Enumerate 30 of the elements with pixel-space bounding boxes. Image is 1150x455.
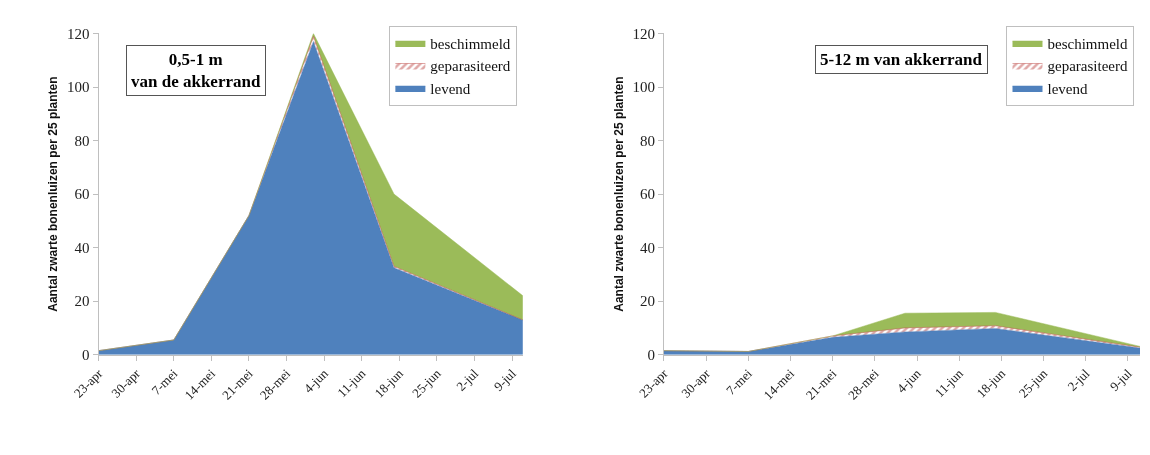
y-tick-label: 0 — [647, 346, 655, 363]
y-tick-label: 0 — [82, 346, 90, 363]
legend-label: levend — [1047, 80, 1088, 97]
x-tick-label: 2-jul — [1064, 365, 1093, 394]
text: 5-12 m van akkerrand — [820, 50, 983, 69]
y-tick-label: 100 — [67, 79, 90, 96]
y-tick-label: 80 — [639, 132, 655, 149]
y-tick-label: 60 — [639, 186, 655, 203]
x-tick-label: 9-jul — [490, 365, 520, 394]
legend-label: geparasiteerd — [1047, 58, 1128, 75]
y-tick-label: 100 — [632, 79, 655, 96]
y-tick-label: 40 — [74, 239, 90, 256]
legend-label: levend — [430, 80, 471, 97]
legend-label: beschimmeld — [1047, 35, 1128, 52]
x-tick-label: 4-jun — [300, 365, 332, 396]
y-tick-label: 80 — [74, 132, 90, 149]
y-tick-label: 20 — [639, 293, 655, 310]
x-tick-label: 9-jul — [1106, 365, 1135, 394]
x-tick-label: 2-jul — [453, 365, 482, 394]
legend-label: beschimmeld — [430, 35, 511, 52]
y-tick-label: 120 — [67, 25, 90, 42]
legend-label: geparasiteerd — [430, 58, 511, 75]
y-tick-label: 120 — [632, 25, 655, 42]
y-tick-label: 60 — [74, 186, 90, 203]
y-axis-title: Aantal zwarte bonenluizen per 25 planten — [611, 76, 626, 312]
text: 0,5-1 m van de akkerrand — [131, 50, 261, 92]
y-tick-label: 20 — [74, 293, 90, 310]
y-tick-label: 40 — [639, 239, 655, 256]
x-tick-label: 4-jun — [893, 365, 925, 396]
y-axis-title: Aantal zwarte bonenluizen per 25 planten — [46, 76, 61, 312]
